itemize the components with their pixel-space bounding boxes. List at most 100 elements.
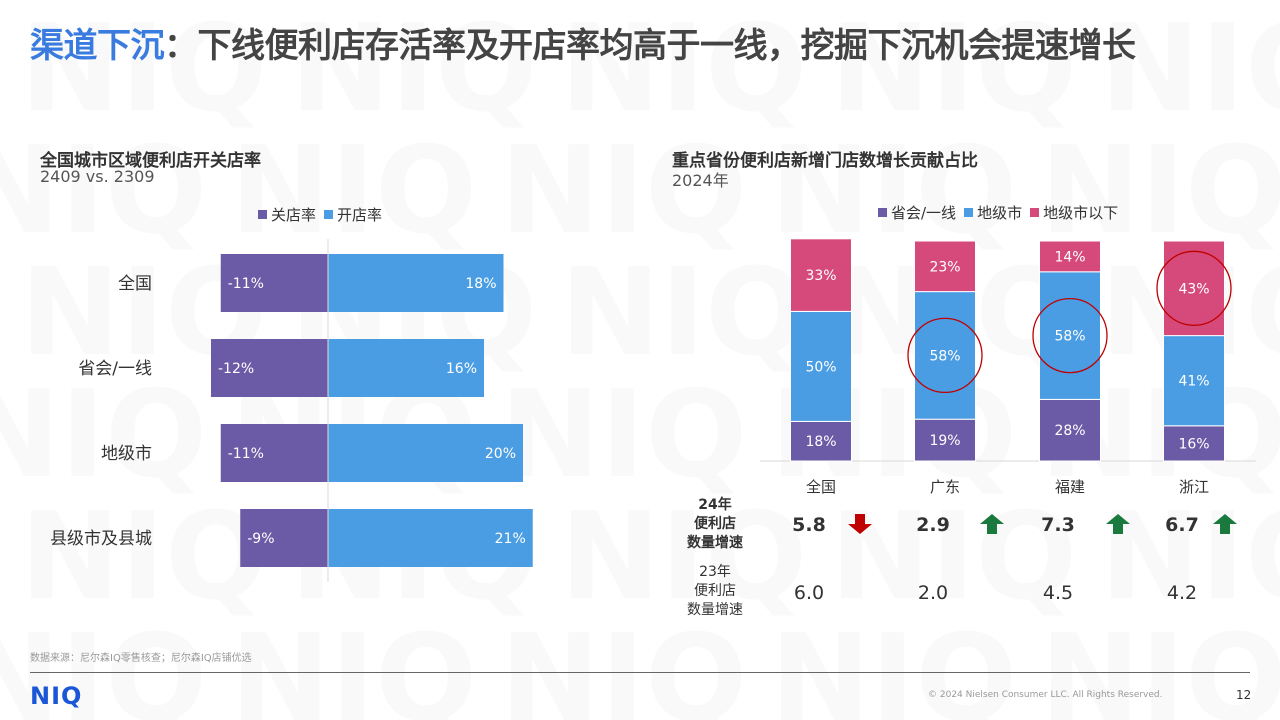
stack-segment: [1039, 398, 1101, 462]
category-label: 省会/一线: [78, 359, 152, 379]
close-rate-bar: [220, 424, 328, 482]
growth-23-value: 6.0: [794, 582, 824, 604]
growth-metrics: 24年 便利店 数量增速 23年 便利店 数量增速 5.8 2.9 7.3 6.7 6.…: [687, 496, 1237, 618]
segment-label: 58%: [929, 348, 960, 364]
stack-segment: [790, 238, 852, 312]
page-number: 12: [1236, 688, 1252, 702]
row-label-24-line1: 24年: [698, 496, 731, 513]
stack-segment: [914, 240, 976, 293]
segment-label: 41%: [1178, 374, 1209, 390]
open-rate-label: 16%: [446, 361, 477, 377]
row-label-24-line3: 数量增速: [687, 534, 743, 551]
growth-23-value: 4.2: [1167, 582, 1197, 604]
arrow-down-icon: [848, 514, 872, 534]
legend-label: 地级市: [977, 204, 1023, 222]
left-chart-subtitle: 2409 vs. 2309: [40, 167, 155, 186]
open-rate-label: 18%: [465, 276, 496, 292]
legend-item-capital: 省会/一线: [878, 202, 956, 223]
copyright: © 2024 Nielsen Consumer LLC. All Rights …: [928, 690, 1163, 700]
legend-item-prefecture: 地级市: [964, 202, 1022, 223]
close-rate-label: -11%: [228, 446, 264, 462]
open-rate-label: 21%: [495, 531, 526, 547]
category-label: 广东: [930, 478, 960, 496]
right-chart-legend: 省会/一线 地级市 地级市以下: [878, 202, 1118, 223]
data-source: 数据来源：尼尔森IQ零售核查；尼尔森IQ店铺优选: [30, 653, 252, 664]
growth-24-value: 2.9: [916, 514, 950, 536]
growth-24-value: 6.7: [1165, 514, 1199, 536]
segment-label: 50%: [805, 359, 836, 375]
legend-swatch: [878, 208, 887, 217]
slide-title-highlight: 渠道下沉: [30, 26, 165, 66]
open-rate-bar: [328, 254, 504, 312]
row-label-23-line3: 数量增速: [687, 602, 743, 618]
legend-item-close-rate: 关店率: [258, 204, 316, 225]
highlight-circle: [1156, 250, 1232, 326]
growth-24-value: 5.8: [792, 514, 826, 536]
niq-logo: NIQ: [30, 682, 83, 710]
legend-swatch: [964, 208, 974, 217]
close-rate-label: -12%: [218, 361, 254, 377]
segment-label: 19%: [929, 433, 960, 449]
segment-label: 18%: [805, 434, 836, 450]
row-label-23-line1: 23年: [699, 564, 731, 580]
row-label-23-line2: 便利店: [694, 583, 736, 599]
growth-23-value: 2.0: [918, 582, 948, 604]
watermark-text: NIQ: [1040, 610, 1280, 720]
open-rate-label: 20%: [485, 446, 516, 462]
open-rate-bar: [328, 509, 533, 567]
row-label-24-line2: 便利店: [694, 515, 736, 532]
legend-swatch: [324, 210, 334, 219]
left-bar-chart: 全国 -11% 18% 省会/一线 -12% 16% 地级市 -11% 20% 县级市及县城 -9%…: [50, 239, 533, 582]
open-rate-bar: [328, 339, 484, 397]
stack-segment: [1163, 425, 1225, 462]
stack-segment: [914, 291, 976, 420]
category-label: 福建: [1055, 478, 1085, 496]
legend-label: 省会/一线: [891, 204, 957, 222]
close-rate-bar: [220, 254, 328, 312]
segment-label: 58%: [1054, 329, 1085, 345]
category-label: 县级市及县城: [50, 529, 152, 549]
legend-swatch: [258, 210, 267, 219]
watermark-text: NIQ: [230, 610, 477, 720]
close-rate-bar: [240, 509, 328, 567]
category-label: 全国: [806, 478, 836, 496]
highlight-circle: [1032, 297, 1108, 374]
right-stacked-chart: 18% 50% 33% 全国 19% 58% 23% 广东 28% 58% 14% 福建 16% 41% 4…: [760, 238, 1256, 496]
slide-title: 渠道下沉：下线便利店存活率及开店率均高于一线，挖掘下沉机会提速增长: [30, 18, 1136, 67]
open-rate-bar: [328, 424, 523, 482]
legend-item-below-prefecture: 地级市以下: [1030, 202, 1118, 223]
arrow-up-icon: [1106, 514, 1130, 534]
legend-label: 关店率: [271, 206, 317, 224]
stack-segment: [914, 418, 976, 462]
segment-label: 16%: [1178, 436, 1209, 452]
arrow-up-icon: [1213, 514, 1237, 534]
arrow-up-icon: [980, 514, 1004, 534]
close-rate-label: -9%: [247, 531, 274, 547]
right-chart-subtitle: 2024年: [672, 171, 729, 190]
row-label-23: 23年 便利店 数量增速: [687, 564, 743, 618]
slide-title-rest: ：下线便利店存活率及开店率均高于一线，挖掘下沉机会提速增长: [164, 26, 1136, 66]
highlight-circle: [907, 317, 983, 394]
watermark-text: NIQ: [770, 610, 1017, 720]
legend-label: 地级市以下: [1043, 204, 1119, 222]
category-label: 浙江: [1179, 478, 1209, 496]
legend-swatch: [1030, 208, 1040, 217]
stack-segment: [790, 310, 852, 422]
footer-divider: [30, 672, 1250, 673]
stack-segment: [1039, 240, 1101, 273]
left-chart-legend: 关店率 开店率: [258, 204, 382, 225]
segment-label: 14%: [1054, 249, 1085, 265]
category-label: 全国: [118, 274, 152, 294]
right-chart-title: 重点省份便利店新增门店数增长贡献占比: [672, 151, 978, 171]
growth-23-value: 4.5: [1043, 582, 1073, 604]
segment-label: 23%: [929, 259, 960, 275]
row-label-24: 24年 便利店 数量增速: [687, 496, 743, 551]
watermark-text: NIQ: [500, 610, 747, 720]
stack-segment: [790, 420, 852, 462]
left-chart-title: 全国城市区域便利店开关店率: [40, 151, 261, 171]
category-label: 地级市: [101, 444, 152, 464]
legend-item-open-rate: 开店率: [324, 204, 382, 225]
growth-24-value: 7.3: [1041, 514, 1075, 536]
segment-label: 28%: [1054, 423, 1085, 439]
legend-label: 开店率: [337, 206, 383, 224]
